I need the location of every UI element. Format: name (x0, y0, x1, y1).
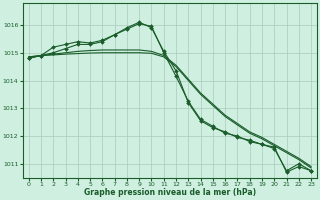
X-axis label: Graphe pression niveau de la mer (hPa): Graphe pression niveau de la mer (hPa) (84, 188, 256, 197)
